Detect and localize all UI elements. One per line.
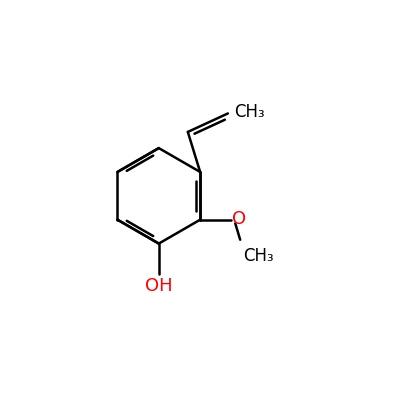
Text: CH₃: CH₃ — [243, 248, 274, 266]
Text: O: O — [232, 210, 246, 228]
Text: OH: OH — [145, 277, 173, 295]
Text: CH₃: CH₃ — [234, 103, 265, 121]
